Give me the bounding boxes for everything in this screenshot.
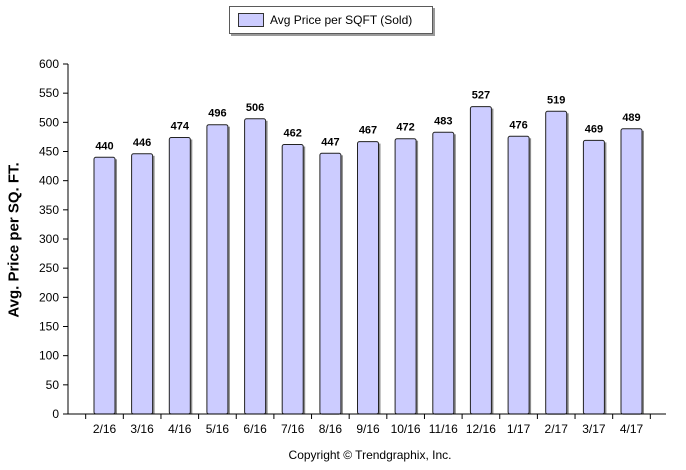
x-tick-label: 5/16 [206, 422, 230, 436]
x-tick-label: 6/16 [243, 422, 267, 436]
x-tick-label: 3/17 [582, 422, 606, 436]
y-tick-label: 450 [39, 145, 59, 159]
legend-swatch [238, 13, 264, 27]
x-tick-label: 4/17 [620, 422, 644, 436]
y-tick-label: 50 [46, 378, 60, 392]
bar [469, 106, 492, 415]
bar-group [394, 138, 419, 415]
y-tick-label: 500 [39, 115, 59, 129]
legend: Avg Price per SQFT (Sold) [229, 6, 433, 34]
y-axis-title: Avg. Price per SQ. FT. [5, 162, 23, 318]
y-tick-label: 400 [39, 174, 59, 188]
data-label: 483 [434, 115, 452, 127]
data-label: 462 [284, 128, 302, 140]
data-label: 506 [246, 102, 264, 114]
bar-group [620, 128, 644, 415]
bar-group [582, 139, 607, 415]
y-tick-label: 0 [52, 407, 59, 421]
x-tick-label: 9/16 [356, 422, 380, 436]
data-label: 472 [396, 122, 414, 134]
y-tick-label: 150 [39, 320, 59, 334]
bar [620, 128, 643, 415]
x-tick-label: 1/17 [507, 422, 531, 436]
bar [432, 131, 455, 415]
data-label: 447 [321, 136, 339, 148]
bar [206, 124, 229, 415]
x-tick-label: 7/16 [281, 422, 305, 436]
labels-layer: 440 446 474 496 506 462 447 467 472 483 527 476 519 4… [39, 57, 644, 436]
data-label: 467 [359, 125, 377, 137]
bar [281, 144, 304, 415]
bar-group [206, 124, 230, 415]
x-tick-label: 3/16 [130, 422, 154, 436]
y-tick-label: 550 [39, 86, 59, 100]
bar [394, 138, 417, 415]
data-label: 469 [585, 123, 603, 135]
bars-layer [93, 106, 644, 415]
bar-group [469, 106, 494, 415]
bar [131, 153, 154, 415]
bar [168, 137, 191, 415]
x-tick-label: 12/16 [466, 422, 496, 436]
y-tick-label: 600 [39, 57, 59, 71]
y-tick-label: 300 [39, 232, 59, 246]
data-label: 476 [509, 119, 527, 131]
bar [545, 110, 568, 415]
x-tick-label: 11/16 [429, 422, 458, 436]
bar [357, 141, 379, 415]
y-tick-label: 100 [39, 349, 59, 363]
y-tick-label: 200 [39, 290, 59, 304]
bar [244, 118, 267, 415]
bar [319, 152, 342, 415]
bar-group [319, 152, 343, 415]
legend-label: Avg Price per SQFT (Sold) [270, 13, 413, 27]
copyright-text: Copyright © Trendgraphix, Inc. [288, 448, 452, 462]
bar [582, 139, 605, 415]
bar-group [244, 118, 268, 415]
x-tick-label: 10/16 [391, 422, 421, 436]
data-label: 527 [472, 90, 490, 102]
bar-group [131, 153, 155, 415]
data-label: 519 [547, 94, 565, 106]
bar-group [432, 131, 456, 415]
data-label: 489 [622, 112, 640, 124]
bar-group [357, 141, 381, 415]
bar-group [93, 156, 117, 415]
data-label: 440 [95, 140, 113, 152]
bar-group [507, 135, 532, 415]
x-tick-label: 8/16 [319, 422, 343, 436]
data-label: 474 [171, 121, 190, 133]
bar-group [281, 144, 306, 415]
y-tick-label: 250 [39, 261, 59, 275]
y-tick-label: 350 [39, 203, 59, 217]
x-tick-label: 2/17 [545, 422, 569, 436]
bar [507, 135, 530, 415]
bar-group [545, 110, 569, 415]
bar-group [168, 137, 193, 415]
bar [93, 156, 116, 415]
x-tick-label: 2/16 [93, 422, 117, 436]
axes-layer [63, 63, 666, 419]
data-label: 446 [133, 137, 151, 149]
data-label: 496 [208, 108, 226, 120]
x-tick-label: 4/16 [168, 422, 192, 436]
